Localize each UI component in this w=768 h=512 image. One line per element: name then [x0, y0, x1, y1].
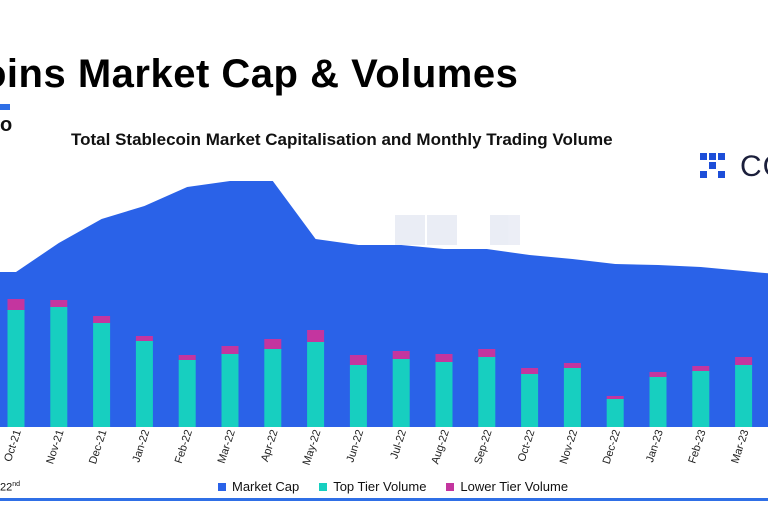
x-tick-label: Nov-22	[558, 428, 580, 465]
x-tick-label: Dec-21	[87, 428, 109, 465]
bar-top-tier-feb-22	[178, 360, 196, 427]
cci-logo-icon	[700, 153, 725, 178]
page-title: oins Market Cap & Volumes	[0, 52, 519, 96]
bar-lower-tier-mar-22	[221, 346, 239, 354]
bar-lower-tier-jan-22	[135, 336, 153, 341]
bar-top-tier-nov-21	[50, 307, 68, 427]
bar-top-tier-jul-22	[392, 359, 410, 427]
footnote-text: 22	[0, 481, 13, 494]
bar-lower-tier-nov-22	[563, 363, 581, 368]
bar-top-tier-dec-21	[93, 323, 111, 427]
legend-item-top-tier: Top Tier Volume	[319, 479, 426, 494]
bar-lower-tier-dec-21	[93, 316, 111, 323]
legend-item-market-cap: Market Cap	[218, 479, 299, 494]
legend-swatch-lower-tier	[446, 482, 455, 491]
bar-lower-tier-jul-22	[392, 351, 410, 359]
x-tick-label: Jan-22	[130, 428, 152, 464]
x-tick-label: Nov-21	[44, 428, 66, 465]
legend-label: Market Cap	[232, 479, 300, 494]
x-tick-label: May-22	[301, 428, 324, 467]
bar-lower-tier-oct-22	[521, 368, 539, 374]
brand-text: CCI	[740, 150, 768, 183]
bar-lower-tier-feb-22	[178, 355, 196, 360]
subtitle-fragment: o	[0, 114, 13, 136]
x-tick-label: Apr-22	[259, 428, 281, 463]
bar-lower-tier-sep-22	[478, 349, 496, 357]
chart-title: Total Stablecoin Market Capitalisation a…	[71, 130, 613, 149]
bar-lower-tier-mar-23	[735, 357, 753, 365]
chart-legend: Market Cap Top Tier Volume Lower Tier Vo…	[218, 479, 588, 494]
x-tick-label: Dec-22	[601, 428, 623, 465]
bar-top-tier-may-22	[307, 342, 325, 427]
bar-top-tier-aug-22	[435, 362, 453, 427]
bar-lower-tier-may-22	[307, 330, 325, 342]
x-tick-label: Aug-22	[429, 428, 451, 465]
x-tick-label: Oct-22	[516, 428, 538, 463]
bar-top-tier-dec-22	[606, 399, 624, 427]
bar-top-tier-jun-22	[349, 365, 367, 427]
x-tick-label: Mar-23	[729, 428, 751, 465]
bar-top-tier-mar-22	[221, 354, 239, 427]
bar-lower-tier-feb-23	[692, 366, 710, 371]
bar-lower-tier-dec-22	[606, 396, 624, 399]
x-tick-label: Jun-22	[344, 428, 366, 464]
x-tick-label: Mar-22	[216, 428, 238, 465]
bottom-divider	[0, 498, 768, 501]
bar-lower-tier-jan-23	[649, 372, 667, 377]
x-tick-label: Feb-23	[686, 428, 708, 465]
legend-swatch-top-tier	[319, 482, 328, 491]
x-tick-label: Feb-22	[173, 428, 195, 465]
legend-item-lower-tier: Lower Tier Volume	[446, 479, 568, 494]
title-accent-bar	[0, 104, 10, 110]
x-tick-label: Oct-21	[2, 428, 24, 463]
footnote: 22nd	[0, 481, 20, 494]
bar-top-tier-apr-22	[264, 349, 282, 427]
legend-label: Lower Tier Volume	[460, 479, 569, 494]
x-tick-label: Jul-22	[388, 428, 409, 460]
bar-top-tier-jan-22	[135, 341, 153, 427]
legend-label: Top Tier Volume	[333, 479, 427, 494]
x-tick-label: Sep-22	[472, 428, 494, 465]
footnote-sup: nd	[12, 481, 21, 488]
bar-top-tier-oct-21	[7, 310, 25, 427]
bar-top-tier-jan-23	[649, 377, 667, 427]
x-tick-label: Jan-23	[644, 428, 666, 464]
bar-lower-tier-apr-22	[264, 339, 282, 349]
bar-lower-tier-aug-22	[435, 354, 453, 362]
bar-top-tier-mar-23	[735, 365, 753, 427]
bar-top-tier-nov-22	[563, 368, 581, 427]
bar-lower-tier-jun-22	[349, 355, 367, 365]
bar-top-tier-feb-23	[692, 371, 710, 427]
bar-lower-tier-nov-21	[50, 300, 68, 307]
bar-top-tier-oct-22	[521, 374, 539, 427]
bar-top-tier-sep-22	[478, 357, 496, 427]
bar-lower-tier-oct-21	[7, 299, 25, 310]
brand-logo: CCI	[700, 150, 768, 184]
legend-swatch-market-cap	[218, 482, 226, 491]
